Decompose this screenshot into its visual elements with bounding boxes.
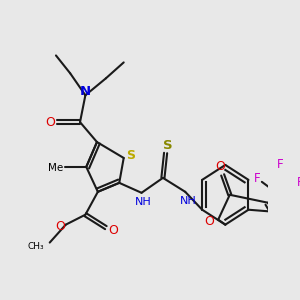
Text: Me: Me <box>48 163 64 173</box>
Text: NH: NH <box>179 196 196 206</box>
Text: O: O <box>56 220 65 233</box>
Text: NH: NH <box>135 197 152 207</box>
Text: S: S <box>164 139 173 152</box>
Text: O: O <box>45 116 55 129</box>
Text: O: O <box>204 215 214 228</box>
Text: O: O <box>108 224 118 237</box>
Text: CH₃: CH₃ <box>28 242 44 251</box>
Text: S: S <box>126 149 135 163</box>
Text: F: F <box>254 172 261 185</box>
Text: F: F <box>297 176 300 189</box>
Text: F: F <box>277 158 284 171</box>
Text: N: N <box>80 85 91 98</box>
Text: O: O <box>215 160 225 173</box>
